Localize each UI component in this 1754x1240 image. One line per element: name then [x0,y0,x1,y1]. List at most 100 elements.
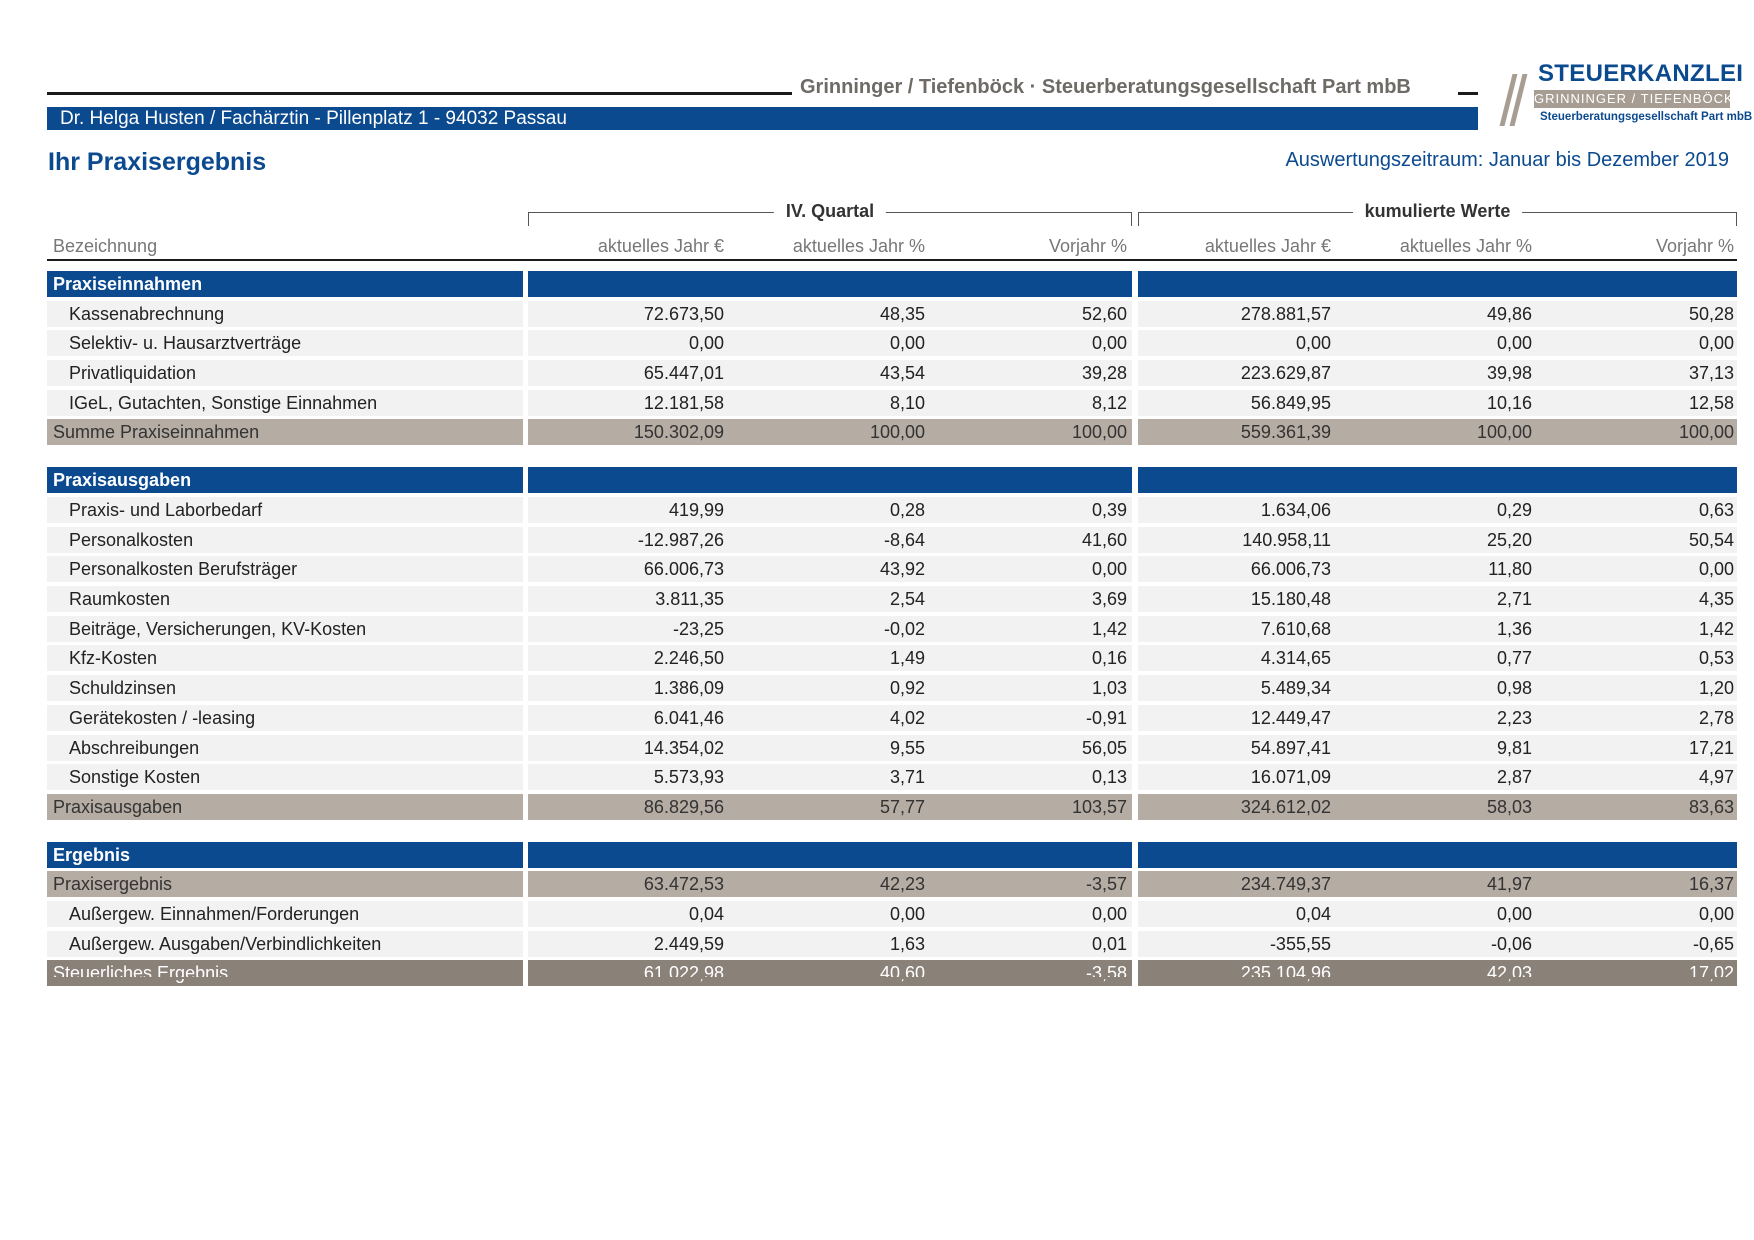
value-cell: -0,65 [1692,934,1734,954]
value-cell: 40,60 [879,963,925,983]
client-bar: Dr. Helga Husten / Fachärztin - Pillenpl… [47,107,1478,130]
value-cell: 61.022,98 [643,963,724,983]
quarter-cell-group [528,467,1132,493]
value-cell: 43,92 [879,559,925,579]
value-cell: 0,04 [688,904,724,924]
cumulative-cell-group [1138,645,1737,671]
table-row: Sonstige Kosten 5.573,93 3,71 0,13 16.071,09… [0,764,1754,790]
value-cell: 103,57 [1071,797,1127,817]
table-row: Personalkosten -12.987,26 -8,64 41,60 140.95… [0,527,1754,553]
value-cell: 50,54 [1688,530,1734,550]
cumulative-cell-group [1138,901,1737,927]
value-cell: 0,00 [1698,559,1734,579]
table-row: Privatliquidation 65.447,01 43,54 39,28 223.… [0,360,1754,386]
value-cell: 0,00 [1091,904,1127,924]
cumulative-cell-group [1138,556,1737,582]
value-cell: 0,53 [1698,648,1734,668]
value-cell: 56,05 [1081,738,1127,758]
row-label: Praxisausgaben [47,794,523,820]
value-cell: 0,16 [1091,648,1127,668]
value-cell: 0,00 [688,333,724,353]
cumulative-cell-group [1138,467,1737,493]
value-cell: 4,35 [1698,589,1734,609]
firm-name: Grinninger / Tiefenböck · Steuerberatung… [800,76,1411,98]
cumulative-cell-group [1138,735,1737,761]
value-cell: 3,69 [1091,589,1127,609]
group-bracket-tick [1138,212,1139,226]
row-label: Abschreibungen [47,735,523,761]
value-cell: 2,78 [1698,708,1734,728]
quarter-cell-group [528,764,1132,790]
quarter-cell-group [528,556,1132,582]
value-cell: 9,55 [889,738,925,758]
quarter-cell-group [528,271,1132,297]
value-cell: 100,00 [1071,422,1127,442]
value-cell: 0,00 [1698,333,1734,353]
row-label: Personalkosten Berufsträger [47,556,523,582]
cumulative-cell-group [1138,931,1737,957]
quarter-cell-group [528,301,1132,327]
table-row: Außergew. Ausgaben/Verbindlichkeiten 2.44… [0,931,1754,957]
row-label: Praxisausgaben [47,467,523,493]
group-bracket-tick [1131,212,1132,226]
section-header-row: Praxisausgaben [0,467,1754,493]
row-label: Steuerliches Ergebnis [47,960,523,986]
table-row: Abschreibungen 14.354,02 9,55 56,05 54.897,4… [0,735,1754,761]
quarter-cell-group [528,960,1132,986]
value-cell: 0,04 [1295,904,1331,924]
group-header-cumulative: kumulierte Werte [1138,201,1737,226]
value-cell: 66.006,73 [643,559,724,579]
value-cell: 12.449,47 [1250,708,1331,728]
cumulative-cell-group [1138,871,1737,897]
value-cell: 2.449,59 [653,934,724,954]
value-cell: 0,77 [1496,648,1532,668]
value-cell: 1,49 [889,648,925,668]
value-cell: 15.180,48 [1250,589,1331,609]
client-line: Dr. Helga Husten / Fachärztin - Pillenpl… [60,108,567,129]
value-cell: 7.610,68 [1260,619,1331,639]
quarter-cell-group [528,390,1132,416]
row-label: Ergebnis [47,842,523,868]
quarter-cell-group [528,705,1132,731]
value-cell: 57,77 [879,797,925,817]
value-cell: 0,00 [889,904,925,924]
value-cell: -0,91 [1085,708,1127,728]
value-cell: 140.958,11 [1242,530,1331,550]
value-cell: 2,87 [1496,767,1532,787]
quarter-cell-group [528,735,1132,761]
value-cell: 66.006,73 [1250,559,1331,579]
value-cell: 419,99 [668,500,724,520]
value-cell: 41,60 [1081,530,1127,550]
quarter-cell-group [528,931,1132,957]
value-cell: 39,98 [1486,363,1532,383]
value-cell: 0,63 [1698,500,1734,520]
quarter-cell-group [528,901,1132,927]
logo-band-text: GRINNINGER / TIEFENBÖCK [1534,91,1734,106]
value-cell: 1,36 [1496,619,1532,639]
value-cell: -8,64 [883,530,925,550]
value-cell: 86.829,56 [643,797,724,817]
value-cell: 42,23 [879,874,925,894]
value-cell: 559.361,39 [1240,422,1331,442]
cumulative-cell-group [1138,675,1737,701]
table-row: Kassenabrechnung 72.673,50 48,35 52,60 278.8… [0,301,1754,327]
col-header-k-prev: Vorjahr % [1655,236,1734,256]
row-label: Praxis- und Laborbedarf [47,497,523,523]
row-label: Beiträge, Versicherungen, KV-Kosten [47,616,523,642]
table-row: Praxis- und Laborbedarf 419,99 0,28 0,39 1.6… [0,497,1754,523]
value-cell: -0,02 [883,619,925,639]
table-row: Beiträge, Versicherungen, KV-Kosten -23,2… [0,616,1754,642]
quarter-cell-group [528,419,1132,445]
firm-logo: STEUERKANZLEI GRINNINGER / TIEFENBÖCK St… [1496,60,1752,132]
quarter-cell-group [528,330,1132,356]
quarter-cell-group [528,616,1132,642]
table-row: IGeL, Gutachten, Sonstige Einnahmen 12.18… [0,390,1754,416]
cumulative-cell-group [1138,360,1737,386]
value-cell: -355,55 [1269,934,1331,954]
value-cell: 234.749,37 [1240,874,1331,894]
row-label: Personalkosten [47,527,523,553]
value-cell: 48,35 [879,304,925,324]
value-cell: 0,00 [1295,333,1331,353]
value-cell: 11,80 [1488,559,1532,579]
subtotal-row: Praxisergebnis 63.472,53 42,23 -3,57 234.749… [0,871,1754,897]
